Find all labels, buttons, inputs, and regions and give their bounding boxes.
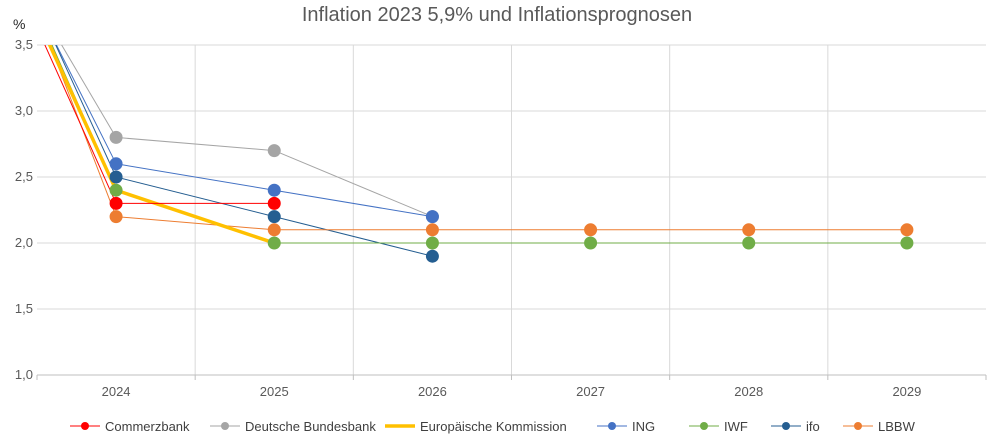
data-point — [267, 183, 281, 197]
legend-item: Europäische Kommission — [385, 419, 567, 434]
legend-item: Deutsche Bundesbank — [210, 419, 376, 434]
data-point — [584, 223, 598, 237]
y-tick-label: 2,5 — [15, 169, 33, 184]
data-point — [425, 236, 439, 250]
legend-item: LBBW — [843, 419, 916, 434]
legend-label: ifo — [806, 419, 820, 434]
data-point — [109, 210, 123, 224]
legend-item: IWF — [689, 419, 748, 434]
data-point — [267, 144, 281, 158]
legend: Commerzbank Deutsche Bundesbank Europäisch… — [70, 419, 916, 434]
y-tick-label: 3,5 — [15, 37, 33, 52]
data-point — [109, 183, 123, 197]
y-tick-label: 1,0 — [15, 367, 33, 382]
data-point — [109, 157, 123, 171]
x-tick-label: 2025 — [260, 384, 289, 399]
data-point — [425, 223, 439, 237]
data-point — [267, 210, 281, 224]
y-axis-unit: % — [13, 16, 25, 32]
x-tick-label: 2028 — [734, 384, 763, 399]
series-markers — [109, 130, 914, 263]
legend-marker — [782, 422, 790, 430]
y-tick-label: 2,0 — [15, 235, 33, 250]
data-point — [109, 130, 123, 144]
legend-label: LBBW — [878, 419, 916, 434]
data-point — [267, 196, 281, 210]
data-point — [425, 210, 439, 224]
series-line-ifo — [55, 45, 433, 257]
series-lines — [44, 45, 907, 257]
data-point — [267, 236, 281, 250]
data-point — [109, 170, 123, 184]
data-point — [267, 223, 281, 237]
series-line-deutsche-bundesbank — [61, 45, 433, 218]
x-tick-label: 2029 — [892, 384, 921, 399]
axis-tick-labels: 1,0 1,5 2,0 2,5 3,0 3,5 2024 2025 2026 2027 2028 20… — [15, 37, 921, 399]
x-tick-label: 2024 — [102, 384, 131, 399]
legend-item: ING — [597, 419, 655, 434]
y-tick-label: 3,0 — [15, 103, 33, 118]
legend-item: Commerzbank — [70, 419, 190, 434]
x-tick-label: 2026 — [418, 384, 447, 399]
legend-marker — [221, 422, 229, 430]
chart-title: Inflation 2023 5,9% und Inflationsprogno… — [302, 4, 692, 26]
data-point — [584, 236, 598, 250]
legend-marker — [700, 422, 708, 430]
data-point — [425, 249, 439, 263]
legend-marker — [81, 422, 89, 430]
legend-marker — [608, 422, 616, 430]
series-line-ing — [55, 45, 433, 218]
data-point — [742, 223, 756, 237]
legend-label: Europäische Kommission — [420, 419, 567, 434]
data-point — [109, 196, 123, 210]
legend-label: ING — [632, 419, 655, 434]
legend-marker — [854, 422, 862, 430]
series-line-commerzbank — [44, 45, 275, 204]
legend-label: Commerzbank — [105, 419, 190, 434]
legend-label: Deutsche Bundesbank — [245, 419, 376, 434]
legend-label: IWF — [724, 419, 748, 434]
data-point — [900, 236, 914, 250]
series-line-iwf — [51, 45, 907, 244]
data-point — [742, 236, 756, 250]
legend-item: ifo — [771, 419, 820, 434]
x-tick-label: 2027 — [576, 384, 605, 399]
series-line-lbbw — [49, 45, 907, 231]
data-point — [900, 223, 914, 237]
y-tick-label: 1,5 — [15, 301, 33, 316]
